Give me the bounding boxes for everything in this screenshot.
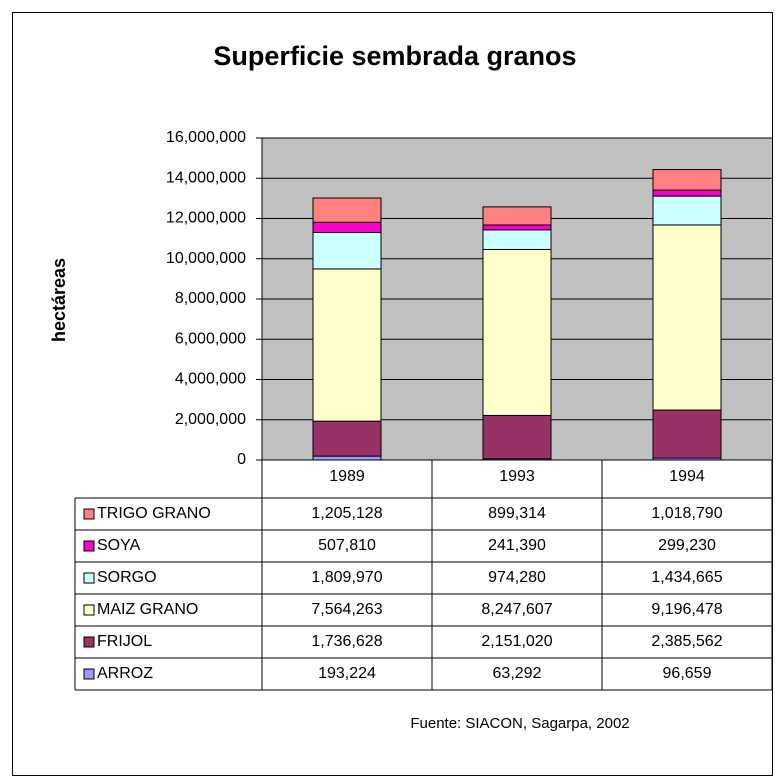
legend-label: ARROZ <box>97 665 153 682</box>
bar-segment <box>652 224 722 411</box>
bar-segment <box>312 420 382 457</box>
table-value: 507,810 <box>318 537 376 554</box>
table-value: 96,659 <box>663 665 712 682</box>
table-value: 1,018,790 <box>651 505 722 522</box>
table-value: 1,736,628 <box>311 633 382 650</box>
table-value: 63,292 <box>493 665 542 682</box>
legend-swatch <box>83 572 95 584</box>
table-value: 299,230 <box>658 537 716 554</box>
bar-segment <box>482 248 552 416</box>
bar-segment <box>482 229 552 250</box>
y-tick-label: 2,000,000 <box>175 411 246 428</box>
legend-swatch <box>83 604 95 616</box>
legend-label: SOYA <box>97 537 141 554</box>
table-value: 9,196,478 <box>651 601 722 618</box>
table-value: 2,385,562 <box>651 633 722 650</box>
legend-swatch <box>83 540 95 552</box>
bar-segment <box>312 197 382 223</box>
y-tick-label: 4,000,000 <box>175 371 246 388</box>
bar-segment <box>312 232 382 270</box>
bar-segment <box>652 189 722 197</box>
x-tick-label: 1989 <box>329 468 365 485</box>
table-value: 974,280 <box>488 569 546 586</box>
table-value: 1,434,665 <box>651 569 722 586</box>
y-axis-label: hectáreas <box>49 258 69 342</box>
y-tick-label: 16,000,000 <box>166 129 246 146</box>
x-tick-label: 1993 <box>499 468 535 485</box>
chart-title: Superficie sembrada granos <box>213 41 576 71</box>
legend-swatch <box>83 508 95 520</box>
legend-label: TRIGO GRANO <box>97 505 211 522</box>
table-value: 2,151,020 <box>481 633 552 650</box>
legend-label: MAIZ GRANO <box>97 601 198 618</box>
bar-segment <box>482 206 552 226</box>
x-tick-label: 1994 <box>669 468 705 485</box>
table-value: 899,314 <box>488 505 546 522</box>
bar-segment <box>652 195 722 226</box>
source: Fuente: SIACON, Sagarpa, 2002 <box>410 715 629 732</box>
bar-segment <box>482 414 552 460</box>
bar-segment <box>312 268 382 422</box>
y-tick-label: 0 <box>237 451 246 468</box>
table-value: 8,247,607 <box>481 601 552 618</box>
y-tick-label: 14,000,000 <box>166 169 246 186</box>
y-tick-label: 8,000,000 <box>175 290 246 307</box>
table-value: 7,564,263 <box>311 601 382 618</box>
y-tick-label: 6,000,000 <box>175 330 246 347</box>
bar-segment <box>652 169 722 191</box>
y-tick-label: 10,000,000 <box>166 250 246 267</box>
legend-label: SORGO <box>97 569 157 586</box>
bar-segment <box>652 409 722 459</box>
table-value: 1,809,970 <box>311 569 382 586</box>
legend-swatch <box>83 636 95 648</box>
table-value: 1,205,128 <box>311 505 382 522</box>
y-tick-label: 12,000,000 <box>166 210 246 227</box>
table-value: 193,224 <box>318 665 376 682</box>
legend-label: FRIJOL <box>97 633 152 650</box>
legend-swatch <box>83 668 95 680</box>
bar-segment <box>482 224 552 231</box>
bar-segment <box>312 221 382 234</box>
table-value: 241,390 <box>488 537 546 554</box>
bar-segment <box>312 455 382 461</box>
